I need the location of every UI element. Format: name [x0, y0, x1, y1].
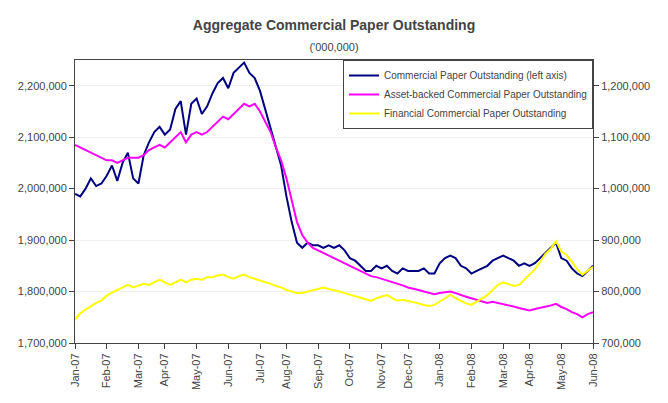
svg-text:Apr-07: Apr-07	[158, 353, 170, 386]
svg-text:1,000,000: 1,000,000	[601, 182, 650, 194]
svg-text:Aug-07: Aug-07	[280, 353, 292, 388]
svg-text:2,200,000: 2,200,000	[18, 80, 67, 92]
svg-text:Financial Commercial Paper Out: Financial Commercial Paper Outstanding	[384, 108, 566, 119]
svg-text:800,000: 800,000	[601, 285, 641, 297]
svg-text:2,100,000: 2,100,000	[18, 131, 67, 143]
svg-text:May-08: May-08	[555, 353, 567, 390]
svg-text:1,800,000: 1,800,000	[18, 285, 67, 297]
svg-text:Jan-08: Jan-08	[433, 353, 445, 387]
svg-text:Jan-07: Jan-07	[69, 353, 81, 387]
svg-text:1,700,000: 1,700,000	[18, 337, 67, 349]
svg-text:900,000: 900,000	[601, 234, 641, 246]
svg-text:1,900,000: 1,900,000	[18, 234, 67, 246]
svg-text:Commercial Paper Outstanding (: Commercial Paper Outstanding (left axis)	[384, 70, 567, 81]
svg-text:1,100,000: 1,100,000	[601, 131, 650, 143]
svg-text:Mar-07: Mar-07	[132, 353, 144, 388]
svg-text:Jun-08: Jun-08	[587, 353, 599, 387]
svg-text:Aggregate Commercial Paper Out: Aggregate Commercial Paper Outstanding	[193, 17, 475, 33]
svg-text:Nov-07: Nov-07	[375, 353, 387, 388]
svg-text:May-07: May-07	[190, 353, 202, 390]
svg-text:Sep-07: Sep-07	[312, 353, 324, 388]
svg-text:('000,000): ('000,000)	[309, 41, 358, 53]
svg-text:Asset-backed Commercial Paper: Asset-backed Commercial Paper Outstandin…	[384, 89, 587, 100]
svg-text:700,000: 700,000	[601, 337, 641, 349]
svg-text:Oct-07: Oct-07	[343, 353, 355, 386]
svg-text:1,200,000: 1,200,000	[601, 80, 650, 92]
svg-text:Feb-07: Feb-07	[100, 353, 112, 388]
svg-text:Mar-08: Mar-08	[497, 353, 509, 388]
svg-text:Apr-08: Apr-08	[523, 353, 535, 386]
svg-text:Dec-07: Dec-07	[402, 353, 414, 388]
svg-text:Jul-07: Jul-07	[254, 353, 266, 383]
svg-text:Feb-08: Feb-08	[465, 353, 477, 388]
svg-text:Jun-07: Jun-07	[222, 353, 234, 387]
svg-text:2,000,000: 2,000,000	[18, 182, 67, 194]
